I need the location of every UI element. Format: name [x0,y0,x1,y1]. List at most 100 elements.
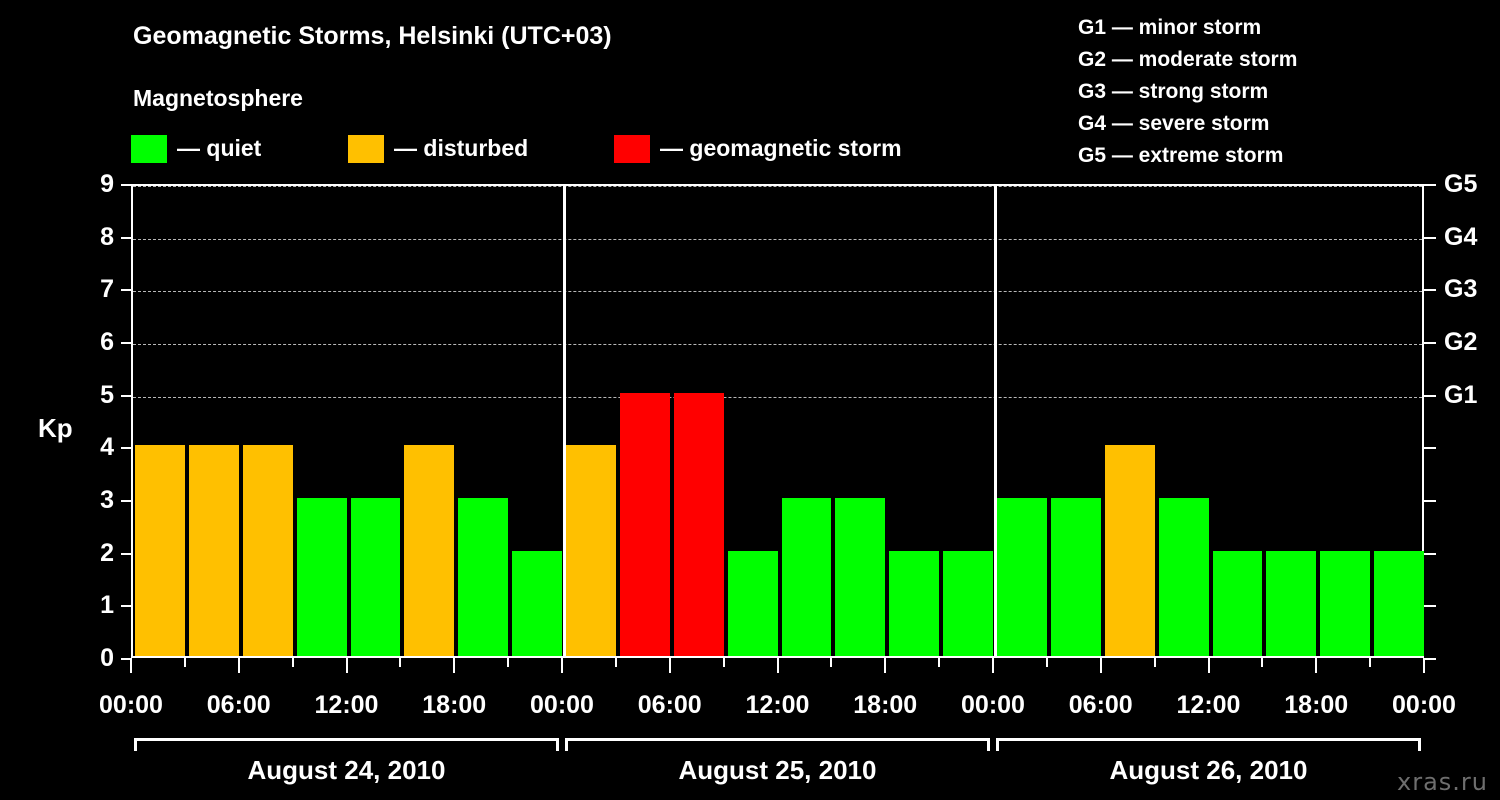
g-tick-mark-0 [1424,658,1436,660]
bar[interactable] [727,550,778,656]
x-tick-mark [507,658,510,667]
plot-area [131,184,1424,658]
bar[interactable] [619,392,670,656]
watermark: xras.ru [1397,768,1488,796]
page-title: Geomagnetic Storms, Helsinki (UTC+03) [133,22,612,50]
bar[interactable] [1374,550,1424,656]
g-tick-mark-6 [1424,342,1436,344]
bar[interactable] [350,498,401,656]
x-tick-label: 12:00 [314,691,379,719]
x-tick-mark [830,658,833,667]
y-tick-label-4: 4 [100,433,114,462]
bar[interactable] [1104,445,1155,656]
bar[interactable] [889,550,940,656]
x-tick-label: 00:00 [961,691,1025,719]
bar[interactable] [404,445,455,656]
x-tick-label: 18:00 [853,691,918,719]
legend-label-geomagnetic-storm: — geomagnetic storm [660,135,902,161]
bar[interactable] [1212,550,1263,656]
x-tick-label: 06:00 [206,691,271,719]
g-tick-mark-1 [1424,605,1436,608]
x-tick-label: 00:00 [99,691,163,719]
g-tick-mark-9 [1424,184,1436,186]
bar[interactable] [566,445,616,656]
y-tick-mark-8 [121,236,131,239]
g-tick-label-G5: G5 [1444,170,1478,198]
day-bracket-3 [996,738,1421,751]
y-tick-label-8: 8 [100,222,114,251]
legend-label-disturbed: — disturbed [394,135,529,161]
bar[interactable] [673,392,724,656]
g-tick-mark-7 [1424,289,1436,292]
x-tick-label: 00:00 [1392,691,1456,719]
day-bracket-2 [565,738,990,751]
chart-subtitle: Magnetosphere [133,85,303,111]
x-tick-mark [668,658,671,673]
g-tick-label-G2: G2 [1444,328,1478,356]
day-separator-2 [993,186,997,656]
bar[interactable] [1158,498,1209,656]
x-tick-mark [561,658,563,673]
x-tick-mark [237,658,240,673]
x-tick-label: 12:00 [1176,691,1241,719]
x-tick-mark [1045,658,1048,667]
bar[interactable] [835,498,886,656]
y-tick-label-3: 3 [100,486,114,514]
bar[interactable] [1050,498,1101,656]
g-tick-mark-5 [1424,394,1436,397]
g-legend-row-5: G5 — extreme storm [1078,144,1284,167]
gridline-kp-5 [133,396,1422,398]
y-tick-mark-2 [121,552,131,555]
g-tick-mark-4 [1424,447,1436,450]
x-tick-mark [992,658,994,673]
day-brackets [131,738,1424,752]
y-tick-mark-6 [121,342,131,344]
bar[interactable] [135,445,185,656]
y-tick-label-1: 1 [100,591,114,620]
x-tick-mark [614,658,617,667]
g-tick-mark-2 [1424,552,1436,555]
g-tick-mark-3 [1424,500,1436,502]
bar[interactable] [296,498,347,656]
x-tick-mark [776,658,779,673]
y-tick-label-2: 2 [100,538,114,567]
bar[interactable] [997,498,1047,656]
bar[interactable] [188,445,239,656]
legend-swatch-disturbed [348,135,384,163]
plot-inner [133,186,1424,656]
x-tick-mark [1261,658,1264,667]
bar[interactable] [1266,550,1317,656]
y-tick-mark-3 [121,500,131,502]
bar[interactable] [242,445,293,656]
legend-swatch-geomagnetic-storm [614,135,650,163]
x-tick-label: 06:00 [1068,691,1133,719]
gridline-kp-8 [133,238,1422,240]
y-tick-label-6: 6 [100,328,114,356]
x-tick-mark [1369,658,1372,667]
bar[interactable] [1320,550,1371,656]
bar[interactable] [781,498,832,656]
g-axis-labels: G1 G2 G3 G4 G5 [1444,171,1500,658]
y-tick-mark-9 [121,184,131,186]
day-label: August 26, 2010 [1109,755,1308,785]
g-legend-row-2: G2 — moderate storm [1078,48,1298,71]
bar[interactable] [458,498,509,656]
x-tick-mark [1315,658,1318,673]
gridline-kp-7 [133,291,1422,293]
y-tick-label-0: 0 [100,644,114,672]
y-axis-labels: 0 1 2 3 4 5 6 7 8 9 [78,171,114,671]
bar[interactable] [512,550,562,656]
g-tick-label-G1: G1 [1444,380,1478,409]
x-tick-label: 06:00 [637,691,702,719]
x-tick-mark [1423,658,1425,673]
bar[interactable] [943,550,993,656]
legend-label-quiet: — quiet [177,135,262,161]
gridline-kp-9 [133,186,1422,187]
y-axis-title: Kp [38,413,73,443]
x-tick-mark [399,658,402,667]
x-tick-mark [938,658,941,667]
x-tick-mark [453,658,456,673]
y-tick-label-9: 9 [100,170,114,198]
x-tick-mark [345,658,348,673]
